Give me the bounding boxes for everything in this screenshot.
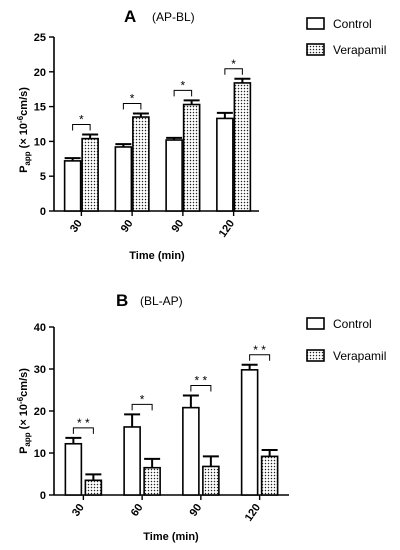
legend-swatch-verapamil	[306, 349, 325, 362]
legend-label-verapamil: Verapamil	[333, 349, 386, 363]
y-tick-label: 0	[40, 206, 46, 218]
y-tick-label: 20	[34, 406, 46, 418]
bar-control-60	[123, 426, 141, 496]
bar-control-90	[114, 146, 133, 212]
panel-a-y-label-main: P	[18, 166, 30, 173]
panel-a-x-axis-label: Time (min)	[129, 250, 185, 262]
panel-a-y-label-sub: app	[23, 151, 32, 165]
y-tick-label: 30	[34, 364, 46, 376]
panel-b-y-label-unit: (× 10	[18, 404, 30, 429]
significance-bracket	[122, 103, 142, 110]
y-tick-label: 0	[40, 490, 46, 502]
panel-b-letter: B	[116, 291, 128, 310]
significance-bracket	[72, 123, 91, 131]
bar-verapamil-90	[202, 465, 220, 496]
panel-b-y-label-main: P	[18, 447, 30, 454]
legend-label-verapamil: Verapamil	[333, 43, 386, 57]
chart-panel-b: B (BL-AP) Time (min) Papp (× 10-6cm/s) Co…	[16, 291, 386, 543]
significance-bracket	[224, 68, 243, 75]
panel-b-y-label-exponent: -6	[16, 396, 25, 404]
y-tick-label: 25	[34, 32, 46, 44]
bar-verapamil-120	[233, 82, 252, 212]
significance-marker: *	[181, 78, 186, 92]
significance-bracket	[249, 354, 271, 361]
panel-a-title: (AP-BL)	[152, 10, 195, 24]
significance-marker: * *	[77, 416, 90, 430]
significance-bracket	[190, 384, 212, 392]
bar-verapamil-120	[260, 455, 279, 496]
x-tick-label: 30	[68, 218, 85, 235]
significance-marker: *	[130, 92, 135, 106]
bar-control-90	[182, 406, 200, 496]
significance-marker: *	[231, 57, 236, 71]
y-tick-label: 15	[34, 102, 46, 114]
x-tick-label: 120	[243, 502, 263, 524]
bar-control-30	[64, 442, 83, 496]
y-tick-label: 10	[34, 448, 46, 460]
panel-a-y-axis-label: Papp (× 10-6cm/s)	[16, 87, 32, 173]
x-tick-label: 30	[70, 502, 87, 519]
x-tick-label: 60	[129, 502, 146, 519]
panel-a-y-label-unit: (× 10	[18, 123, 30, 148]
significance-bracket	[173, 89, 193, 97]
x-tick-label: 90	[119, 218, 136, 235]
bar-control-90	[165, 139, 183, 212]
y-tick-label: 20	[34, 67, 46, 79]
bar-control-120	[240, 369, 259, 496]
legend-swatch-verapamil	[306, 43, 325, 56]
significance-marker: * *	[195, 373, 208, 387]
panel-a-legend: Control Verapamil	[306, 17, 386, 57]
panel-b-title: (BL-AP)	[140, 294, 183, 308]
bar-verapamil-90	[182, 103, 201, 212]
significance-marker: * *	[253, 343, 266, 357]
legend-swatch-control	[306, 17, 325, 30]
y-tick-label: 5	[40, 171, 46, 183]
panel-a-y-label-tail: cm/s)	[18, 87, 30, 116]
bar-verapamil-30	[84, 479, 103, 496]
y-tick-label: 10	[34, 136, 46, 148]
bar-verapamil-30	[81, 137, 99, 212]
bar-control-120	[216, 117, 234, 212]
x-tick-label: 120	[217, 218, 237, 240]
panel-b-y-label-tail: cm/s)	[18, 368, 30, 397]
panel-b-x-axis-label: Time (min)	[143, 531, 199, 543]
bar-control-30	[63, 160, 82, 212]
legend-label-control: Control	[333, 317, 372, 331]
panel-a-letter: A	[124, 7, 136, 26]
significance-marker: *	[140, 392, 145, 406]
x-tick-label: 90	[169, 218, 186, 235]
chart-panel-a: A (AP-BL) Time (min) Papp (× 10-6cm/s) Co…	[16, 7, 386, 262]
bar-verapamil-60	[143, 466, 161, 496]
legend-swatch-control	[306, 317, 325, 330]
panel-b-y-axis-label: Papp (× 10-6cm/s)	[16, 368, 32, 454]
panel-a-y-label-exponent: -6	[16, 115, 25, 123]
legend-label-control: Control	[333, 17, 372, 31]
y-tick-label: 40	[34, 322, 46, 334]
significance-marker: *	[79, 112, 84, 126]
bar-verapamil-90	[132, 116, 150, 212]
panel-b-y-label-sub: app	[23, 432, 32, 446]
significance-bracket	[72, 427, 94, 434]
panel-b-legend: Control Verapamil	[306, 317, 386, 363]
significance-bracket	[131, 403, 153, 411]
x-tick-label: 90	[187, 502, 204, 519]
